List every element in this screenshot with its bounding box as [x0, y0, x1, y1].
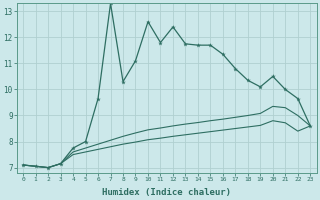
X-axis label: Humidex (Indice chaleur): Humidex (Indice chaleur) [102, 188, 231, 197]
